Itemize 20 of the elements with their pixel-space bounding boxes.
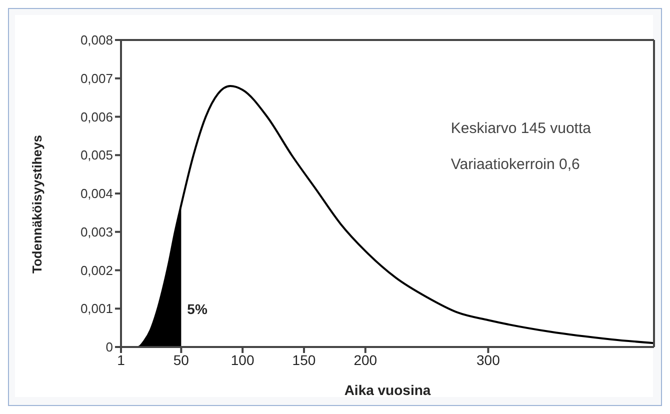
y-tick-label: 0,005 <box>80 148 113 163</box>
annotation: 5% <box>187 300 208 318</box>
x-tick-label: 300 <box>476 352 500 368</box>
annotation: Variaatiokerroin 0,6 <box>450 155 581 175</box>
y-tick-label: 0,004 <box>80 186 113 202</box>
y-tick-label: 0,007 <box>80 70 113 86</box>
y-tick-label: 0 <box>106 340 113 355</box>
y-axis-title: Todennäköisyystiheys <box>30 135 45 274</box>
annotation: Keskiarvo 145 vuotta <box>450 119 591 139</box>
y-tick-label: 0,002 <box>80 262 113 278</box>
x-tick-label: 200 <box>354 352 378 368</box>
y-tick-label: 0,006 <box>80 109 113 124</box>
y-tick-label: 0,003 <box>80 224 113 240</box>
y-tick-label: 0,008 <box>80 32 113 48</box>
x-tick-label: 50 <box>173 352 190 368</box>
x-tick-label: 1 <box>117 352 126 368</box>
x-axis-title: Aika vuosina <box>344 382 431 398</box>
x-tick-label: 100 <box>230 352 254 368</box>
x-tick-label: 150 <box>292 352 316 368</box>
y-tick-label: 0,001 <box>80 301 113 316</box>
